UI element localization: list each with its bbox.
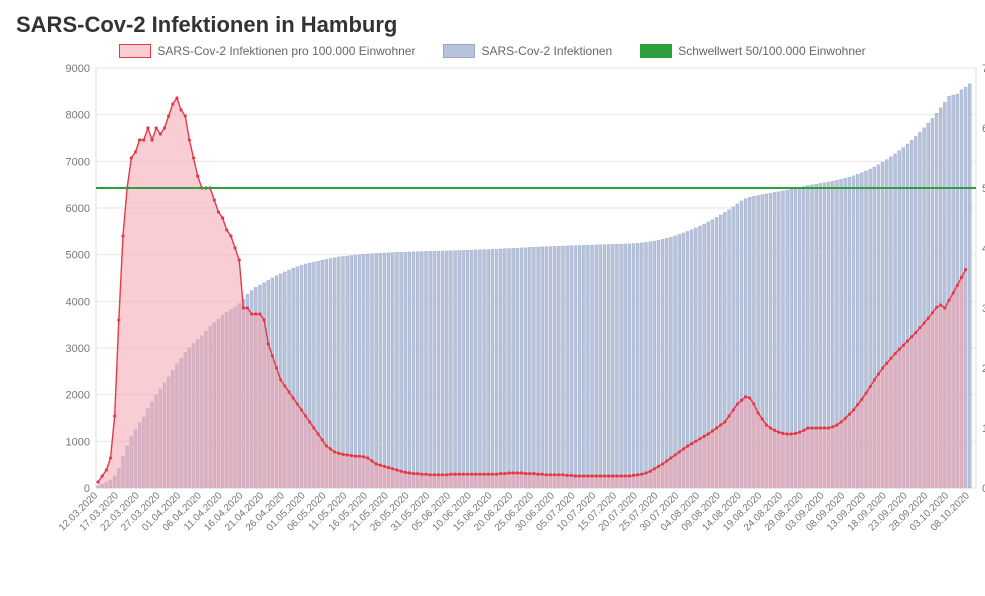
- legend-swatch-threshold: [640, 44, 672, 58]
- svg-text:5000: 5000: [66, 250, 90, 262]
- legend-item-area[interactable]: SARS-Cov-2 Infektionen pro 100.000 Einwo…: [119, 44, 415, 58]
- chart-legend: SARS-Cov-2 Infektionen pro 100.000 Einwo…: [12, 44, 973, 58]
- svg-text:3000: 3000: [66, 343, 90, 355]
- legend-label-area: SARS-Cov-2 Infektionen pro 100.000 Einwo…: [157, 44, 415, 58]
- legend-item-bar[interactable]: SARS-Cov-2 Infektionen: [443, 44, 612, 58]
- chart-plot-area: 0100020003000400050006000700080009000010…: [56, 62, 933, 578]
- svg-text:8000: 8000: [66, 110, 90, 122]
- svg-text:9000: 9000: [66, 63, 90, 75]
- legend-swatch-bar: [443, 44, 475, 58]
- legend-item-threshold[interactable]: Schwellwert 50/100.000 Einwohner: [640, 44, 865, 58]
- chart-svg: 0100020003000400050006000700080009000010…: [56, 62, 985, 578]
- svg-text:2000: 2000: [66, 390, 90, 402]
- legend-label-threshold: Schwellwert 50/100.000 Einwohner: [678, 44, 865, 58]
- svg-text:7000: 7000: [66, 156, 90, 168]
- svg-text:1000: 1000: [66, 436, 90, 448]
- chart-container: SARS-Cov-2 Infektionen in Hamburg SARS-C…: [0, 0, 985, 596]
- svg-text:6000: 6000: [66, 203, 90, 215]
- legend-swatch-area: [119, 44, 151, 58]
- legend-label-bar: SARS-Cov-2 Infektionen: [481, 44, 612, 58]
- svg-text:4000: 4000: [66, 296, 90, 308]
- chart-title: SARS-Cov-2 Infektionen in Hamburg: [16, 12, 973, 38]
